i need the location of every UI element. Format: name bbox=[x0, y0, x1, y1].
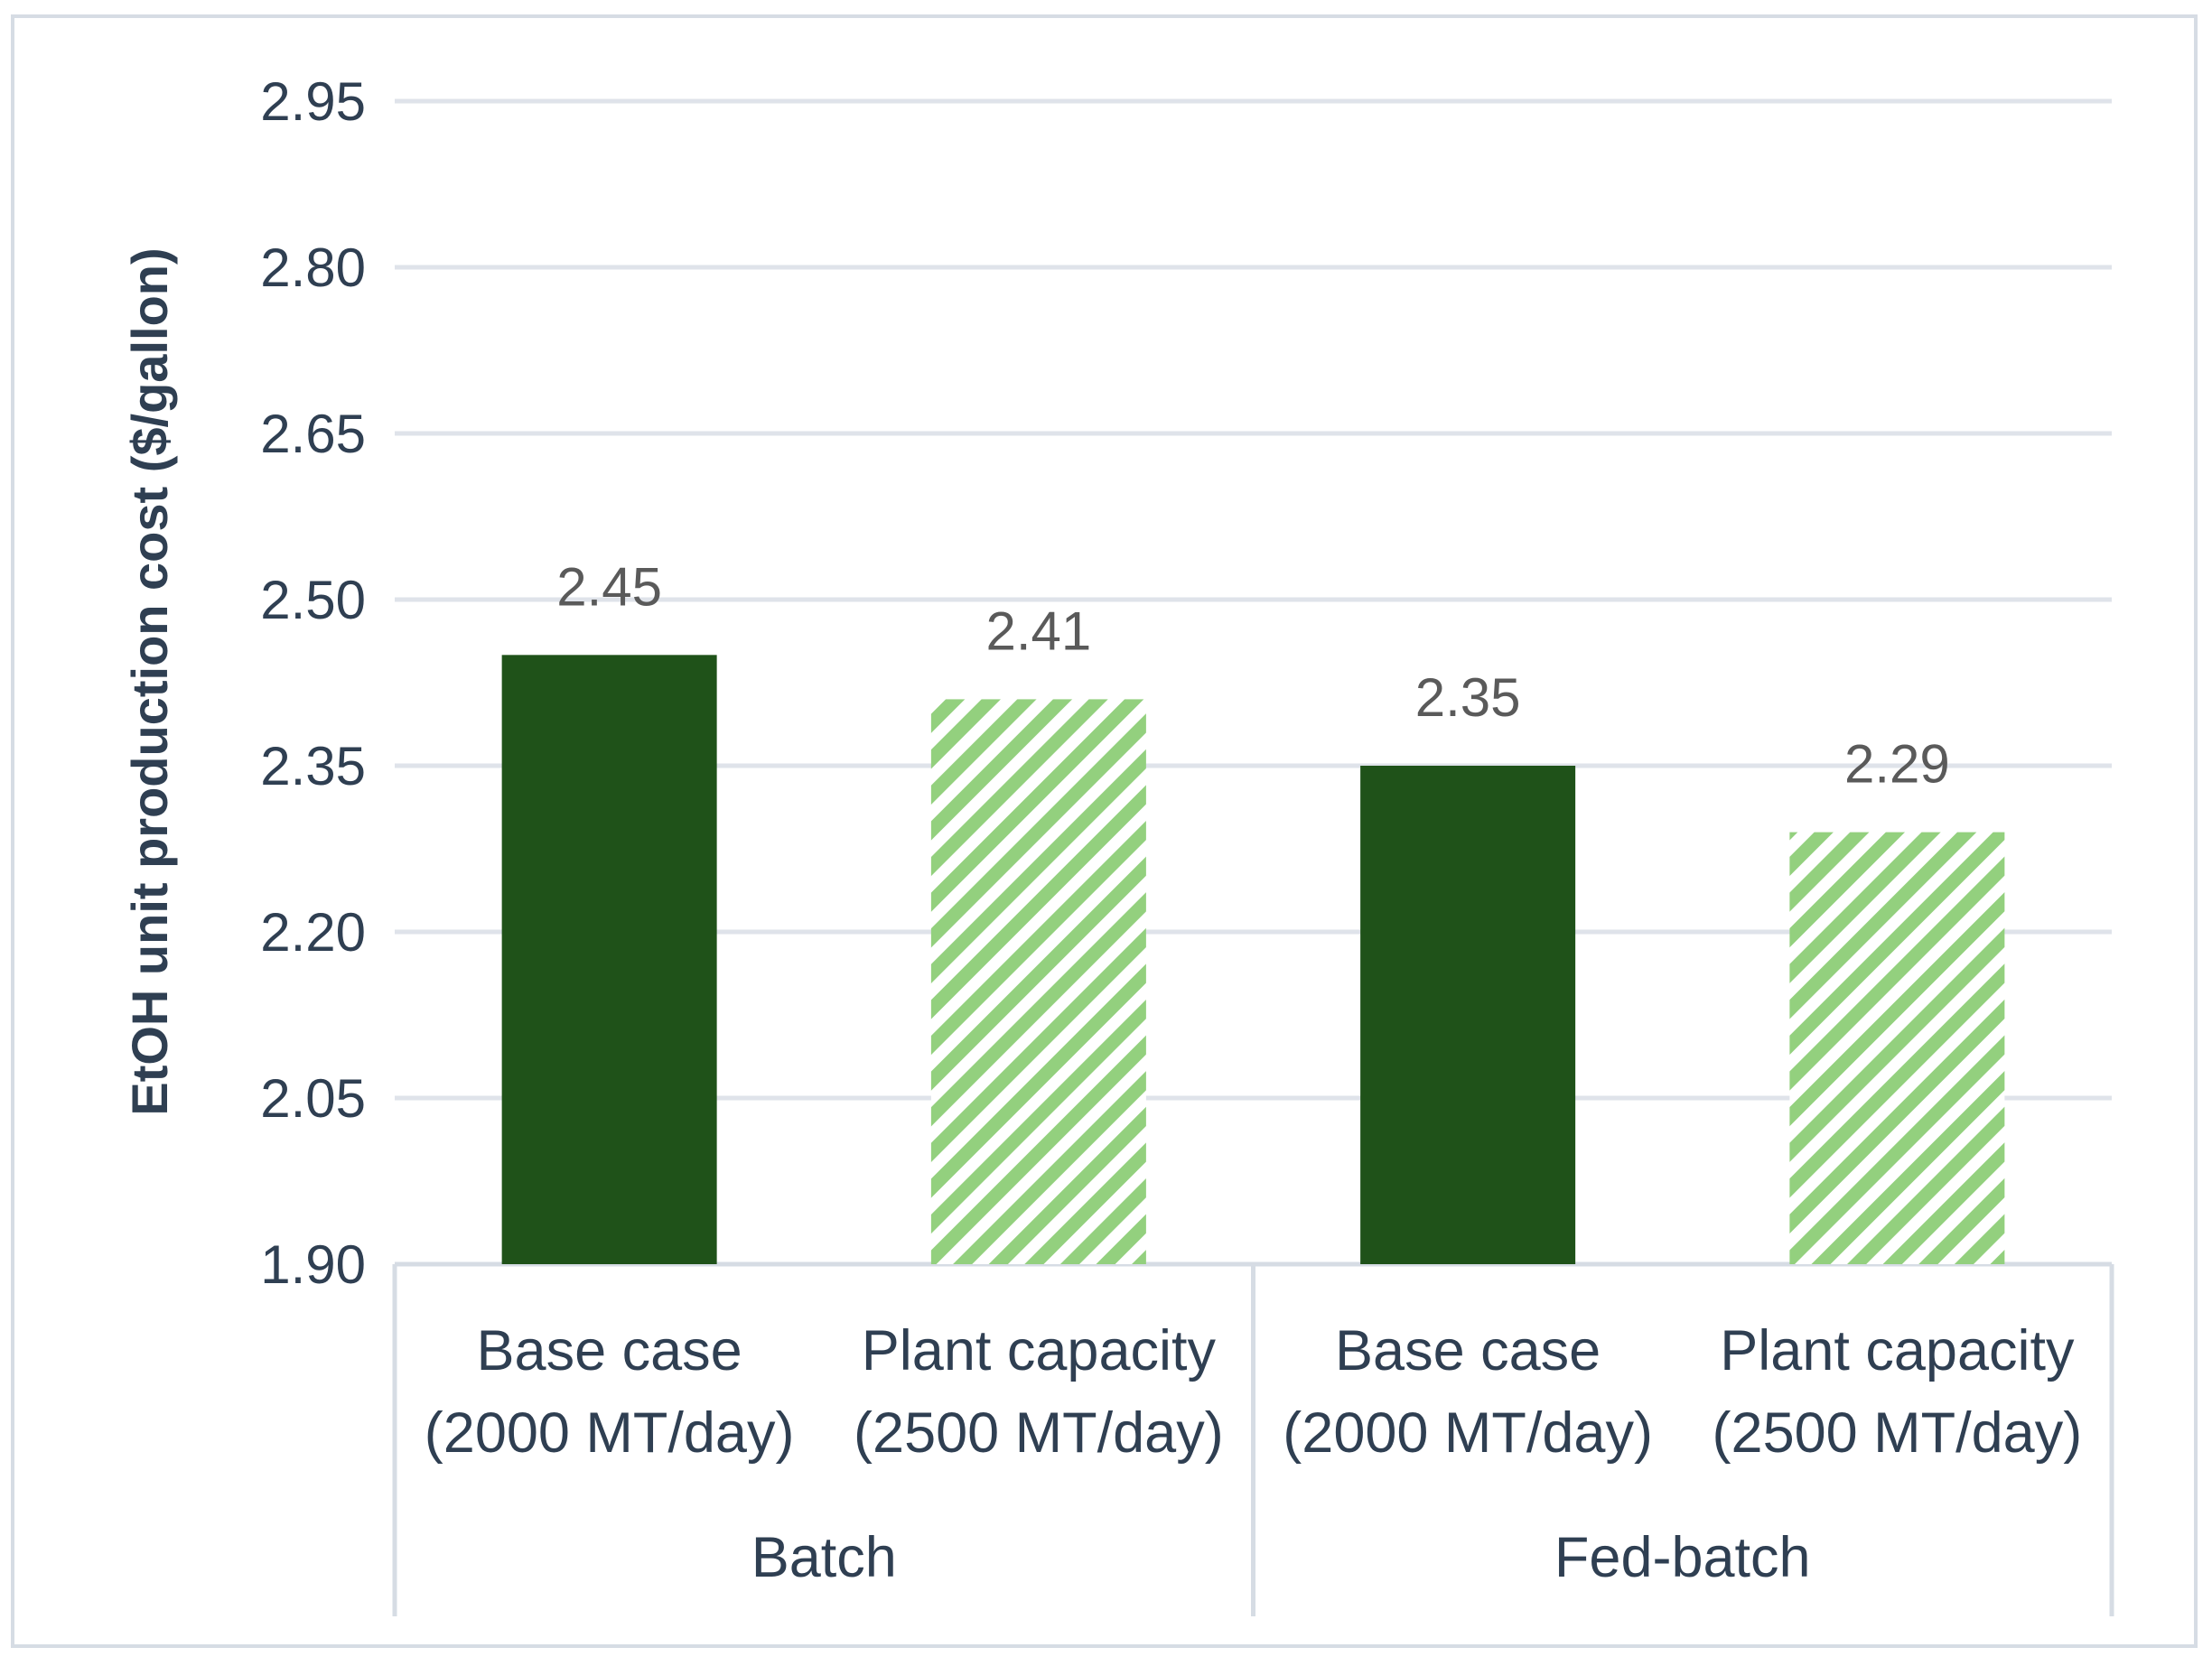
data-label: 2.45 bbox=[556, 556, 662, 617]
category-label-line2: (2000 MT/day) bbox=[1283, 1401, 1653, 1465]
group-label-fed-batch: Fed-batch bbox=[1554, 1526, 1811, 1589]
category-label-line1: Base case bbox=[1335, 1319, 1601, 1382]
y-tick-label: 2.35 bbox=[260, 736, 366, 796]
bar-3 bbox=[1360, 766, 1576, 1264]
data-label: 2.35 bbox=[1415, 667, 1521, 728]
category-label-line1: Plant capacity bbox=[862, 1319, 1217, 1382]
category-label-line1: Plant capacity bbox=[1720, 1319, 2075, 1382]
bar-1 bbox=[501, 655, 717, 1264]
y-tick-label: 2.65 bbox=[260, 404, 366, 464]
y-tick-label: 2.95 bbox=[260, 71, 366, 132]
y-tick-label: 2.80 bbox=[260, 237, 366, 298]
category-label-line2: (2000 MT/day) bbox=[425, 1401, 795, 1465]
y-tick-label: 2.05 bbox=[260, 1068, 366, 1129]
y-tick-label: 1.90 bbox=[260, 1234, 366, 1295]
y-axis-title: EtOH unit production cost ($/gallon) bbox=[121, 247, 178, 1115]
category-label-line2: (2500 MT/day) bbox=[1713, 1401, 2083, 1465]
y-tick-label: 2.50 bbox=[260, 570, 366, 630]
y-tick-label: 2.20 bbox=[260, 902, 366, 963]
category-label-line1: Base case bbox=[477, 1319, 742, 1382]
bar-4 bbox=[1789, 832, 2005, 1264]
data-label: 2.29 bbox=[1844, 734, 1950, 795]
group-label-batch: Batch bbox=[751, 1526, 897, 1589]
data-label: 2.41 bbox=[985, 600, 1091, 661]
bar-2 bbox=[930, 699, 1146, 1264]
category-label-line2: (2500 MT/day) bbox=[854, 1401, 1224, 1465]
